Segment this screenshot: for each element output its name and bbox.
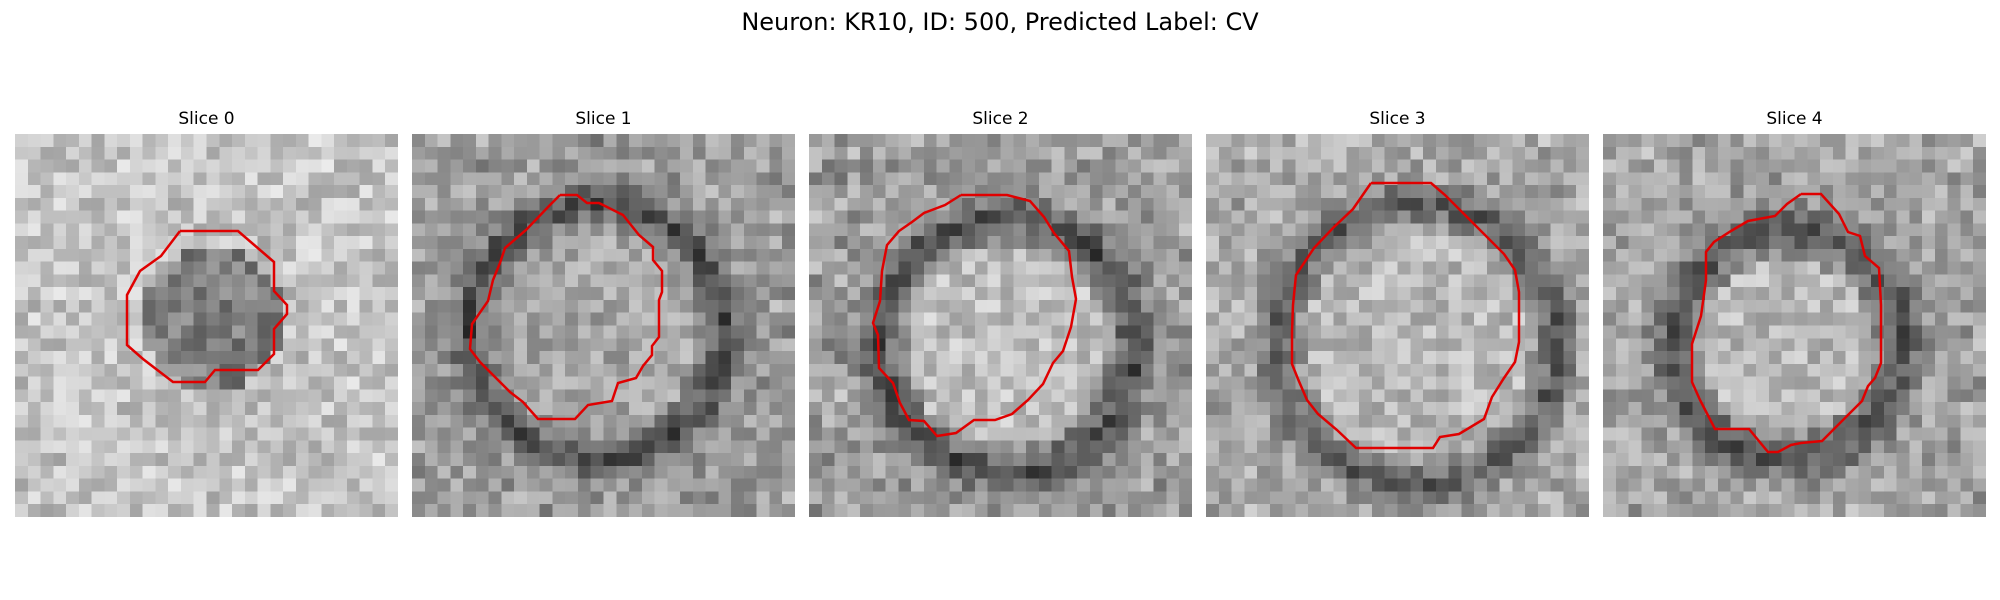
figure-title: Neuron: KR10, ID: 500, Predicted Label: … bbox=[0, 8, 2000, 36]
slice-2-contour-overlay bbox=[809, 134, 1192, 517]
slice-1-title: Slice 1 bbox=[412, 109, 795, 129]
slice-0-contour-overlay bbox=[15, 134, 398, 517]
slice-0-cell-contour bbox=[127, 231, 287, 382]
slice-3-title: Slice 3 bbox=[1206, 109, 1589, 129]
slice-1-image bbox=[412, 134, 795, 517]
slice-2-cell-contour bbox=[873, 195, 1076, 436]
slice-3-contour-overlay bbox=[1206, 134, 1589, 517]
slice-2-image bbox=[809, 134, 1192, 517]
slice-4-contour-overlay bbox=[1603, 134, 1986, 517]
slice-3-cell-contour bbox=[1292, 183, 1519, 448]
slice-1-contour-overlay bbox=[412, 134, 795, 517]
slice-1-cell-contour bbox=[470, 195, 662, 419]
slice-3-image bbox=[1206, 134, 1589, 517]
slice-0-title: Slice 0 bbox=[15, 109, 398, 129]
slice-4-cell-contour bbox=[1692, 194, 1881, 452]
slice-4-title: Slice 4 bbox=[1603, 109, 1986, 129]
slice-0-image bbox=[15, 134, 398, 517]
slice-2-title: Slice 2 bbox=[809, 109, 1192, 129]
slice-4-image bbox=[1603, 134, 1986, 517]
